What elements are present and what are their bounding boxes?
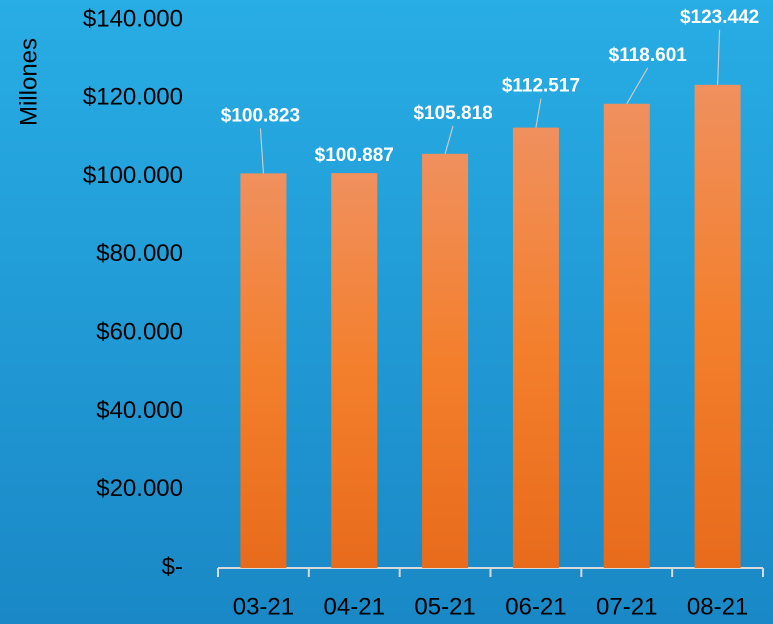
y-tick-label: $140.000 — [83, 5, 183, 32]
y-tick-label: $80.000 — [96, 240, 183, 267]
bar — [422, 153, 469, 569]
bar — [240, 173, 287, 568]
leader-line — [259, 128, 265, 174]
bar — [331, 173, 378, 568]
leader-line — [626, 67, 649, 105]
y-tick-label: $20.000 — [96, 475, 183, 502]
bar — [694, 84, 741, 568]
y-tick-label: $40.000 — [96, 397, 183, 424]
leader-line — [535, 98, 542, 128]
y-tick-label: $60.000 — [96, 318, 183, 345]
x-tick-label: 08-21 — [687, 593, 748, 620]
x-tick-label: 06-21 — [505, 593, 566, 620]
data-label: $118.601 — [609, 45, 688, 66]
x-tick-label: 07-21 — [596, 593, 657, 620]
data-label: $100.823 — [221, 105, 300, 126]
data-label: $112.517 — [502, 76, 580, 97]
leader-line — [444, 125, 454, 154]
data-label: $123.442 — [680, 7, 759, 28]
x-tick-label: 03-21 — [233, 593, 294, 620]
y-tick-label: $- — [162, 553, 183, 580]
data-label: $100.887 — [315, 145, 394, 166]
x-tick-label: 05-21 — [414, 593, 475, 620]
data-label: $105.818 — [413, 103, 492, 124]
bar — [512, 127, 559, 568]
x-tick-label: 04-21 — [324, 593, 385, 620]
y-axis-title: Millones — [15, 38, 42, 126]
y-tick-label: $100.000 — [83, 162, 183, 189]
leader-line — [716, 29, 721, 85]
y-tick-label: $120.000 — [83, 84, 183, 111]
bar — [603, 103, 650, 568]
